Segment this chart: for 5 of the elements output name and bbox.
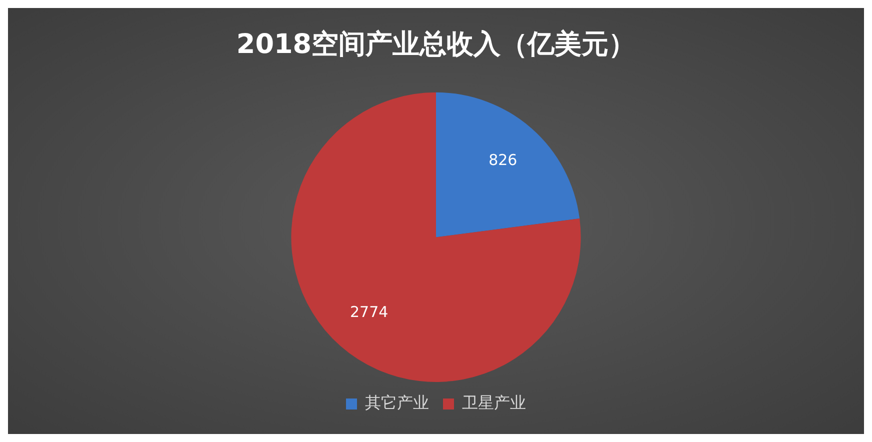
legend-label: 其它产业 xyxy=(365,393,429,412)
legend-label: 卫星产业 xyxy=(462,393,526,412)
data-label: 826 xyxy=(488,150,518,169)
data-label: 2774 xyxy=(350,303,388,322)
chart-title: 2018空间产业总收入（亿美元） xyxy=(236,29,636,60)
